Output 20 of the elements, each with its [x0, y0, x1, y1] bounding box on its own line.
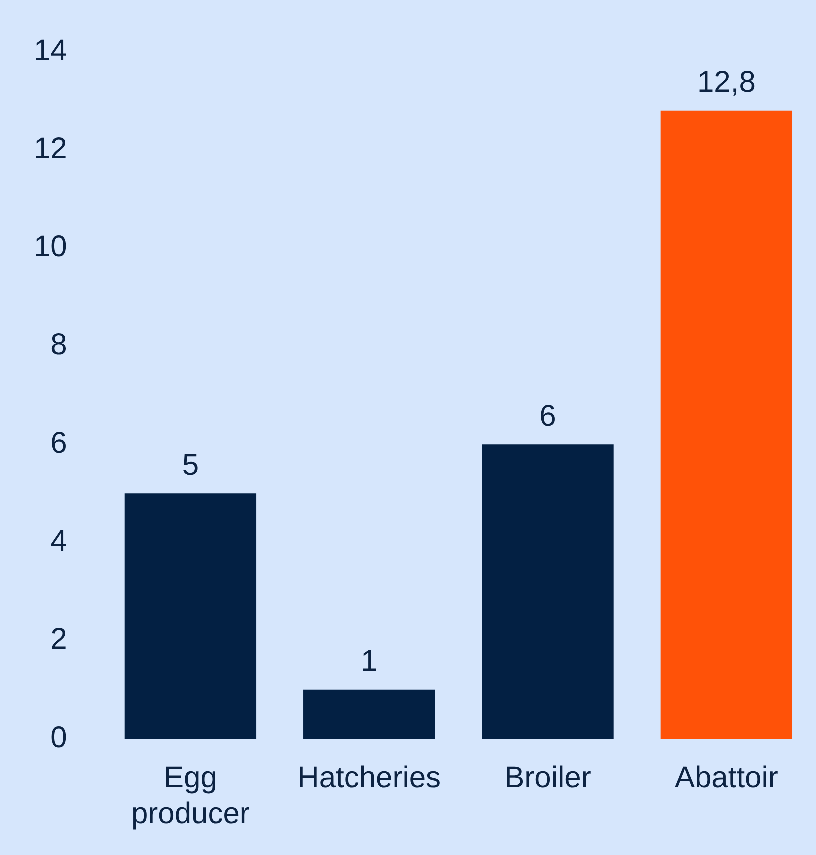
bar	[304, 690, 436, 739]
y-tick-label: 6	[50, 426, 68, 460]
x-tick-label: Broiler	[504, 761, 592, 794]
bar	[124, 494, 257, 739]
y-tick-label: 4	[50, 524, 68, 558]
data-label: 1	[361, 645, 378, 678]
bar	[660, 110, 793, 739]
y-tick-label: 14	[34, 34, 68, 68]
y-tick-label: 0	[50, 721, 68, 754]
data-label: 5	[182, 448, 200, 482]
y-tick-label: 10	[34, 230, 68, 264]
bar	[482, 444, 614, 739]
data-label: 6	[540, 400, 556, 433]
y-tick-label: 2	[50, 623, 68, 656]
x-tick-label: Hatcheries	[298, 761, 442, 794]
data-label: 12,8	[697, 66, 756, 100]
y-tick-label: 12	[34, 132, 68, 166]
y-tick-label: 8	[50, 328, 68, 362]
x-tick-label: Egg producer	[131, 761, 250, 830]
x-tick-label: Abattoir	[674, 761, 778, 794]
